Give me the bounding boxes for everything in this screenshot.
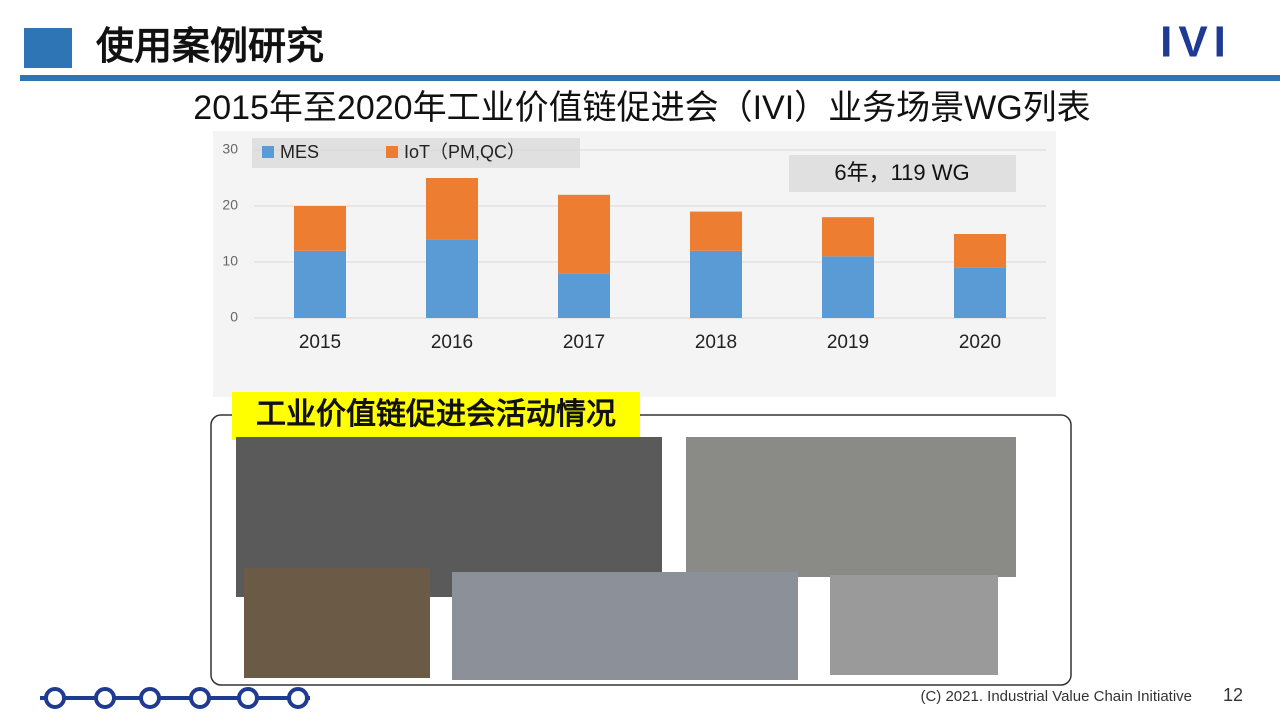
x-tick-label: 2020 xyxy=(959,332,1001,353)
photo-caption: 工业价值链促进会活动情况 xyxy=(256,397,616,431)
legend-label: IoT（PM,QC） xyxy=(404,142,525,162)
footer: (C) 2021. Industrial Value Chain Initiat… xyxy=(920,688,1192,705)
photo xyxy=(830,575,998,675)
photo xyxy=(686,437,1016,577)
photo xyxy=(244,568,430,678)
bar-segment xyxy=(426,239,478,318)
y-tick-label: 10 xyxy=(222,253,238,269)
annotation-box xyxy=(789,155,1016,192)
footer-logo xyxy=(40,687,310,709)
x-tick-label: 2018 xyxy=(695,332,737,353)
bar-segment xyxy=(822,256,874,318)
x-tick-label: 2015 xyxy=(299,332,341,353)
bar-segment xyxy=(690,250,742,318)
legend-box xyxy=(252,138,580,168)
photo xyxy=(452,572,798,680)
bar-segment xyxy=(426,178,478,240)
photo-frame xyxy=(210,414,1072,686)
y-tick-label: 30 xyxy=(222,141,238,157)
logo: IVI xyxy=(1160,18,1232,67)
page-number: 12 xyxy=(1223,685,1243,705)
caption-box xyxy=(232,392,640,440)
bar-segment xyxy=(954,234,1006,268)
bar-segment xyxy=(558,273,610,318)
bar-segment xyxy=(954,267,1006,318)
legend-label: MES xyxy=(280,142,319,162)
legend-swatch xyxy=(386,146,398,158)
header-rule xyxy=(20,75,1280,81)
x-tick-label: 2016 xyxy=(431,332,473,353)
annotation: 6年，119 WG xyxy=(834,160,969,185)
bar-segment xyxy=(294,206,346,251)
bar-segment xyxy=(558,194,610,274)
y-tick-label: 0 xyxy=(230,309,238,325)
x-tick-label: 2019 xyxy=(827,332,869,353)
x-tick-label: 2017 xyxy=(563,332,605,353)
y-tick-label: 20 xyxy=(222,197,238,213)
header-title: 使用案例研究 xyxy=(96,26,324,68)
legend-swatch xyxy=(262,146,274,158)
bar-segment xyxy=(294,250,346,318)
chart-title: 2015年至2020年工业价值链促进会（IVI）业务场景WG列表 xyxy=(193,89,1090,127)
header-square xyxy=(24,28,72,68)
bar-segment xyxy=(822,217,874,257)
bar-segment xyxy=(690,211,742,251)
